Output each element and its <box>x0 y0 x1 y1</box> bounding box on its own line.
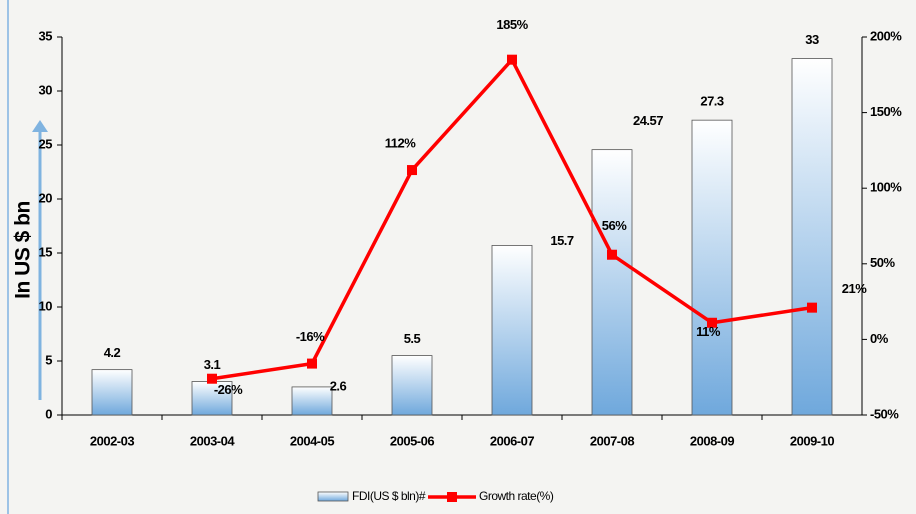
y-tick-label: 35 <box>39 28 53 43</box>
bar <box>691 119 733 416</box>
bar-value-label: 3.1 <box>204 357 221 372</box>
x-tick-label: 2007-08 <box>590 433 634 448</box>
growth-value-label: 11% <box>696 324 721 339</box>
growth-marker <box>607 249 617 260</box>
bar-value-label: 4.2 <box>104 345 121 360</box>
x-tick-label: 2008-09 <box>690 433 734 448</box>
growth-marker <box>407 165 417 176</box>
bar-value-label: 24.57 <box>633 113 663 128</box>
growth-marker <box>707 317 717 328</box>
growth-marker <box>207 373 217 384</box>
bar <box>191 381 233 416</box>
bar <box>91 369 133 416</box>
legend-swatch <box>317 491 349 502</box>
bar <box>391 355 433 416</box>
y-axis-label: In US $ bn <box>12 201 35 299</box>
x-tick-label: 2002-03 <box>90 433 134 448</box>
y-tick-label: 5 <box>45 352 52 367</box>
y-tick-label: 15 <box>39 244 53 259</box>
growth-value-label: 56% <box>602 218 627 233</box>
x-tick-label: 2009-10 <box>790 433 834 448</box>
y-tick-label: 30 <box>39 82 53 97</box>
bar-value-label: 5.5 <box>404 331 421 346</box>
axis-arrow-head <box>32 120 48 132</box>
legend-label: FDI(US $ bln)# <box>352 489 426 503</box>
bar <box>491 245 533 416</box>
y-tick-label: 20 <box>39 190 53 205</box>
growth-marker <box>507 54 517 65</box>
bar <box>591 149 633 416</box>
bar-value-label: 27.3 <box>700 94 724 109</box>
bar <box>791 58 833 416</box>
y-tick-label: 25 <box>39 136 53 151</box>
y-tick-label: 0 <box>45 406 52 421</box>
growth-value-label: 112% <box>385 135 416 150</box>
bar-value-label: 33 <box>805 32 819 47</box>
legend-marker <box>447 492 457 502</box>
growth-marker <box>807 302 817 313</box>
growth-marker <box>307 358 317 369</box>
growth-value-label: 21% <box>842 281 867 296</box>
y2-tick-label: 0% <box>870 331 889 346</box>
x-tick-label: 2003-04 <box>190 433 235 448</box>
y2-tick-label: 200% <box>870 28 902 43</box>
bar-value-label: 2.6 <box>330 378 347 393</box>
y2-tick-label: 50% <box>870 255 895 270</box>
y2-tick-label: 150% <box>870 104 902 119</box>
legend-label: Growth rate(%) <box>479 489 554 503</box>
growth-value-label: 185% <box>496 17 528 32</box>
growth-value-label: -16% <box>296 329 325 344</box>
growth-value-label: -26% <box>214 382 243 397</box>
y2-tick-label: 100% <box>870 180 902 195</box>
y2-tick-label: -50% <box>870 406 899 421</box>
x-tick-label: 2006-07 <box>490 433 534 448</box>
x-tick-label: 2004-05 <box>290 433 334 448</box>
y-tick-label: 10 <box>39 298 53 313</box>
bar-value-label: 15.7 <box>550 233 574 248</box>
bar <box>291 386 333 416</box>
x-tick-label: 2005-06 <box>390 433 434 448</box>
